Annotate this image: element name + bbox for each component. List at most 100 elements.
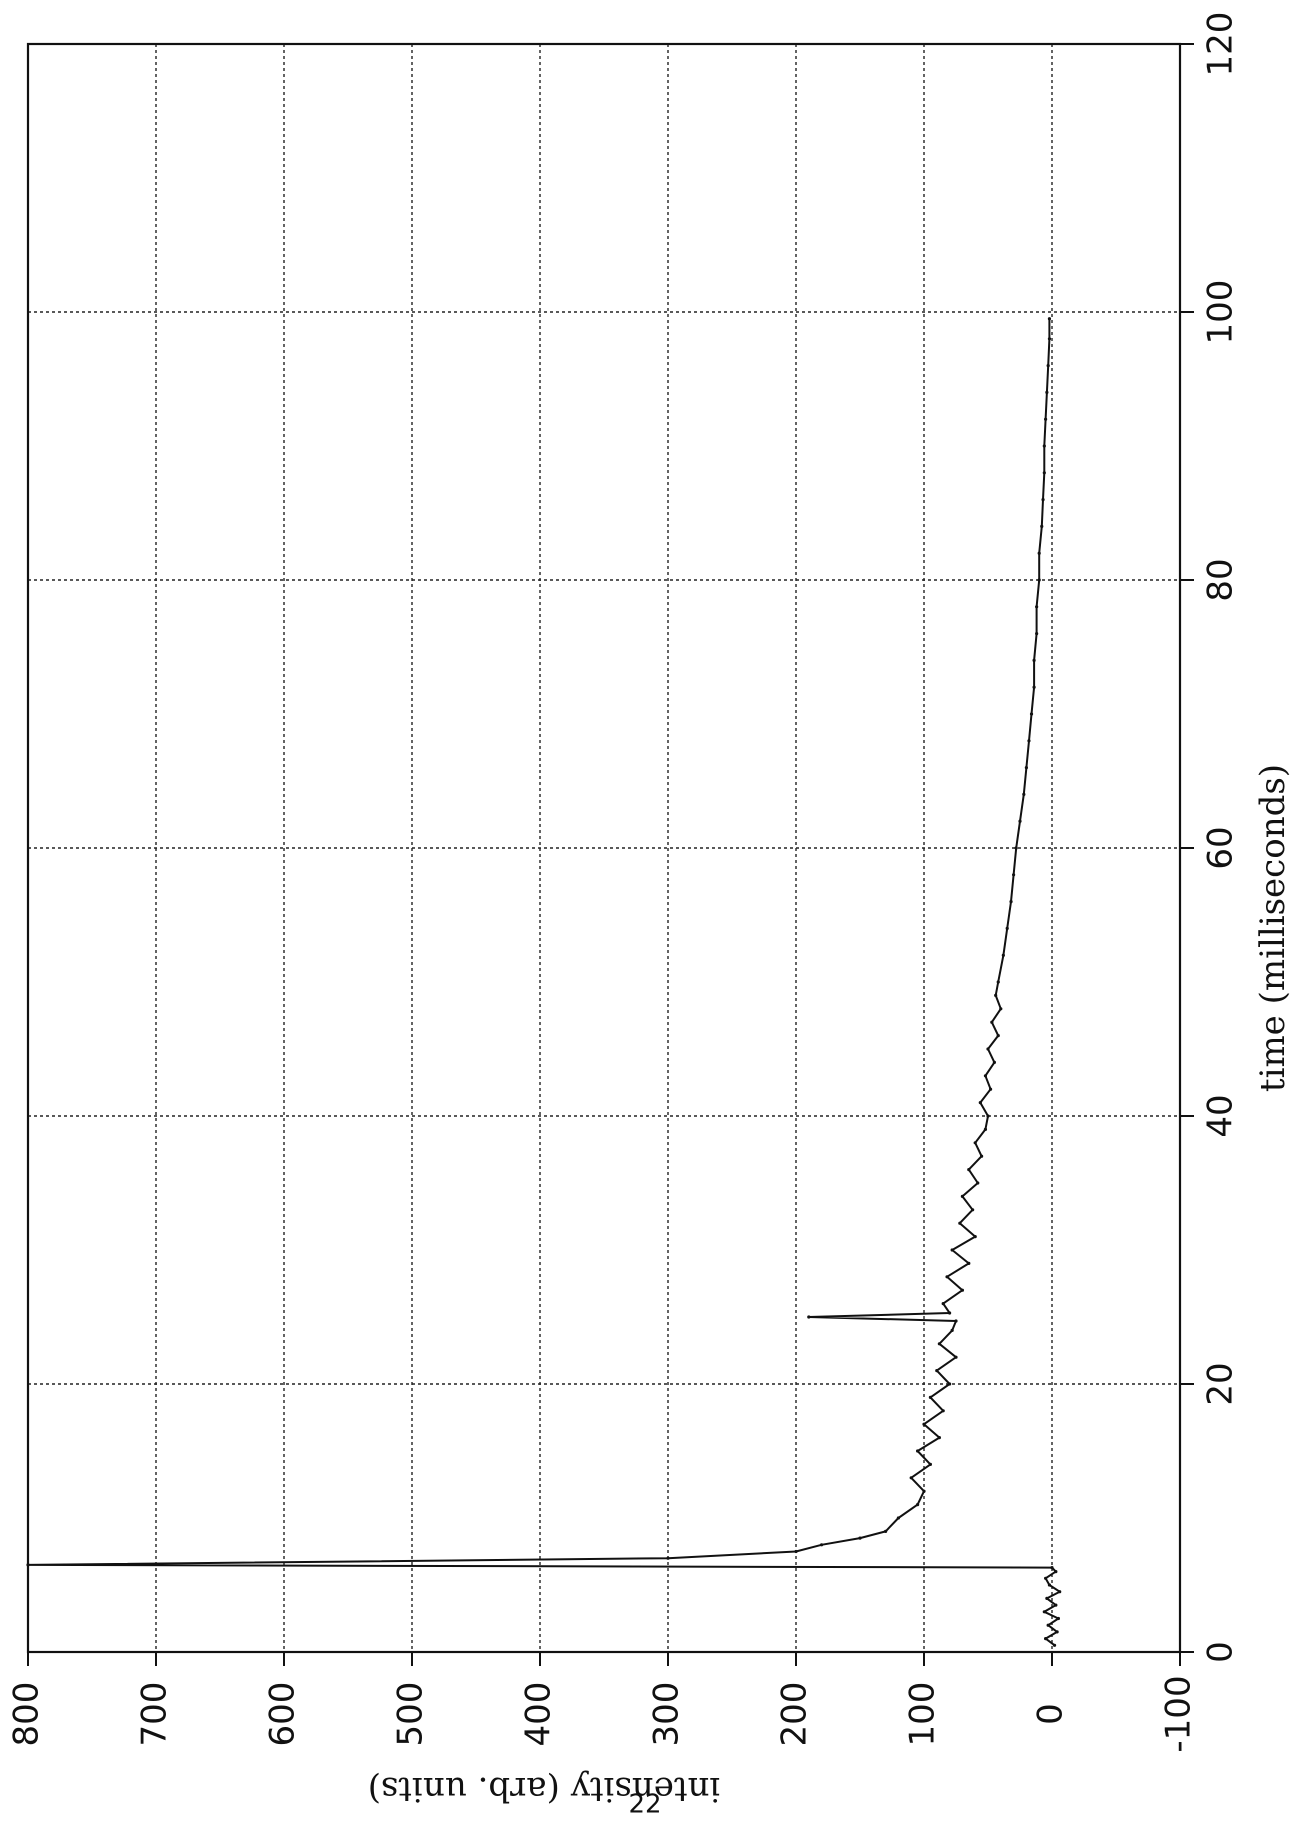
data-point bbox=[794, 1549, 798, 1554]
data-point bbox=[973, 1235, 977, 1239]
data-point bbox=[1047, 337, 1052, 341]
tick-label-intensity-400: 400 bbox=[519, 1682, 559, 1747]
data-point bbox=[884, 1529, 888, 1533]
data-point bbox=[937, 1342, 941, 1346]
data-point bbox=[954, 1319, 958, 1323]
data-point bbox=[983, 1074, 988, 1078]
page-number: 22 bbox=[628, 1790, 661, 1820]
data-point bbox=[1046, 364, 1050, 368]
data-point bbox=[1047, 1583, 1052, 1587]
data-point bbox=[988, 1087, 993, 1091]
data-point bbox=[666, 1556, 670, 1560]
data-point bbox=[1042, 471, 1046, 475]
data-point bbox=[1024, 766, 1028, 770]
data-point bbox=[1055, 1630, 1059, 1634]
data-point bbox=[954, 1355, 958, 1359]
data-point bbox=[1042, 444, 1046, 448]
data-point bbox=[928, 1395, 933, 1399]
data-point bbox=[1037, 551, 1041, 555]
data-point bbox=[941, 1302, 945, 1306]
tick-label-time-80: 80 bbox=[1201, 558, 1241, 601]
data-point bbox=[948, 1382, 952, 1386]
data-point bbox=[922, 1422, 926, 1426]
data-point bbox=[980, 1154, 984, 1158]
data-point bbox=[941, 1409, 945, 1413]
data-point bbox=[948, 1311, 952, 1315]
data-point bbox=[1044, 1576, 1048, 1580]
data-point bbox=[916, 1503, 920, 1507]
data-point bbox=[922, 1489, 926, 1493]
data-point bbox=[958, 1221, 962, 1225]
series-group bbox=[26, 317, 1062, 1647]
data-point bbox=[967, 1168, 971, 1172]
tick-label-intensity-700: 700 bbox=[135, 1682, 175, 1747]
data-point bbox=[935, 1369, 939, 1373]
tick-labels: 020406080100120-100010020030040050060070… bbox=[7, 12, 1241, 1753]
data-point bbox=[1044, 417, 1048, 421]
data-point bbox=[999, 1007, 1003, 1011]
data-point bbox=[971, 1208, 975, 1212]
tick-label-time-0: 0 bbox=[1201, 1641, 1241, 1663]
data-point bbox=[1022, 792, 1026, 797]
tick-label-time-20: 20 bbox=[1201, 1362, 1241, 1405]
data-point bbox=[1045, 390, 1049, 394]
data-point bbox=[26, 1563, 30, 1567]
tick-label-intensity-100: 100 bbox=[903, 1682, 943, 1747]
data-point bbox=[976, 1181, 980, 1185]
data-point bbox=[1045, 1596, 1049, 1600]
data-point bbox=[960, 1288, 965, 1292]
data-point bbox=[967, 1261, 971, 1265]
tick-label-time-60: 60 bbox=[1201, 826, 1241, 869]
data-point bbox=[1014, 846, 1018, 850]
data-point bbox=[996, 1034, 1000, 1038]
tick-label-intensity-800: 800 bbox=[7, 1682, 47, 1747]
data-point bbox=[1058, 1590, 1062, 1594]
data-point bbox=[1009, 900, 1013, 904]
data-point bbox=[1054, 1570, 1058, 1574]
data-point bbox=[1035, 605, 1039, 609]
data-point bbox=[1012, 873, 1016, 877]
data-point bbox=[1050, 1565, 1054, 1570]
x-axis-label: time (milliseconds) bbox=[1253, 764, 1292, 1092]
data-point bbox=[986, 1114, 990, 1118]
data-point bbox=[996, 980, 1000, 984]
axes bbox=[26, 42, 1194, 1666]
data-point bbox=[1018, 819, 1022, 823]
data-point bbox=[1042, 1610, 1046, 1614]
data-point bbox=[820, 1543, 824, 1547]
data-point bbox=[973, 1141, 977, 1145]
tick-label-time-40: 40 bbox=[1201, 1094, 1241, 1137]
tick-label-time-120: 120 bbox=[1201, 12, 1241, 77]
y-axis-label: intensity (arb. units) bbox=[368, 1769, 721, 1809]
data-point bbox=[992, 1060, 997, 1064]
data-point bbox=[1029, 712, 1034, 716]
data-point bbox=[1032, 658, 1036, 663]
data-point bbox=[950, 1328, 954, 1332]
data-point bbox=[1032, 685, 1036, 689]
series-line-0 bbox=[27, 318, 1061, 1647]
data-point bbox=[937, 1436, 941, 1440]
tick-label-intensity-200: 200 bbox=[775, 1682, 815, 1747]
data-point bbox=[1054, 1603, 1058, 1607]
data-point bbox=[1037, 578, 1041, 582]
data-point bbox=[950, 1248, 954, 1252]
data-point bbox=[1046, 1623, 1050, 1627]
axis-labels: time (milliseconds) intensity (arb. units… bbox=[368, 764, 1292, 1820]
tick-label-intensity-300: 300 bbox=[647, 1682, 687, 1747]
data-point bbox=[983, 1127, 988, 1131]
tick-label-time-100: 100 bbox=[1201, 280, 1241, 345]
data-point bbox=[1035, 632, 1039, 636]
data-point bbox=[960, 1194, 965, 1198]
data-point bbox=[858, 1536, 862, 1540]
data-point bbox=[896, 1516, 901, 1520]
data-point bbox=[986, 1047, 990, 1051]
data-point bbox=[807, 1315, 811, 1319]
data-point bbox=[916, 1449, 920, 1453]
tick-label-intensity--100: -100 bbox=[1159, 1675, 1199, 1752]
data-point bbox=[994, 993, 998, 998]
data-point bbox=[990, 1020, 994, 1024]
data-point bbox=[1056, 1616, 1060, 1621]
data-point bbox=[978, 1101, 982, 1105]
tick-label-intensity-600: 600 bbox=[263, 1682, 303, 1747]
